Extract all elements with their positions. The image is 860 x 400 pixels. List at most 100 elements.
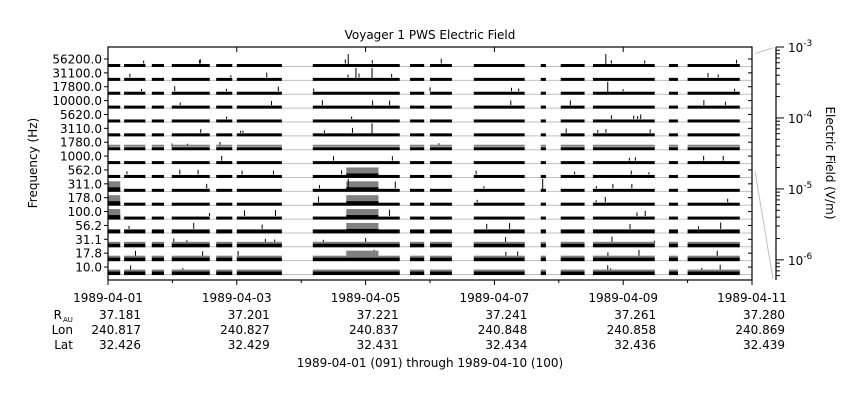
- enhanced-band: [668, 269, 678, 272]
- ephemeris-label-lat: Lat: [54, 338, 73, 352]
- channel-178.0-bar: [236, 202, 282, 206]
- channel-10.0-bar: [124, 271, 146, 276]
- channel-562.0-bar: [171, 174, 210, 178]
- channel-5620.0-bar: [473, 119, 525, 123]
- channel-3110.0-bar: [151, 133, 165, 137]
- channel-56200.0-bar: [151, 64, 165, 67]
- channel-17800.0-bar: [108, 91, 121, 95]
- channel-56.2-bar: [151, 229, 165, 234]
- channel-1780.0-bar: [473, 147, 525, 151]
- channel-3110.0-bar: [430, 133, 452, 137]
- channel-1000.0-bar: [236, 161, 282, 165]
- channel-10000.0-bar: [687, 105, 740, 109]
- channel-17.8-bar: [124, 257, 146, 262]
- channel-17.8-bar: [668, 257, 678, 262]
- channel-1780.0-bar: [410, 147, 425, 151]
- channel-17800.0-bar: [668, 91, 678, 95]
- channel-17800.0-bar: [312, 91, 400, 95]
- channel-10000.0-bar: [312, 105, 400, 109]
- channel-17.8-bar: [687, 257, 740, 262]
- channel-56200.0-bar: [410, 64, 425, 67]
- frequency-tick-label: 56200.0: [52, 53, 102, 67]
- channel-56.2-bar: [108, 229, 121, 234]
- ephemeris-value: 240.817: [91, 323, 141, 337]
- channel-10.0-bar: [151, 271, 165, 276]
- frequency-tick-label: 100.0: [68, 205, 102, 219]
- colorbar-tick-exponent: -3: [803, 39, 812, 49]
- enhanced-band: [108, 209, 121, 217]
- channel-10.0-bar: [312, 271, 400, 276]
- channel-56.2-bar: [668, 229, 678, 234]
- date-tick-label: 1989-04-09: [588, 291, 658, 305]
- channel-5620.0-bar: [668, 119, 678, 123]
- channel-5620.0-bar: [312, 119, 400, 123]
- enhanced-band: [473, 144, 525, 147]
- enhanced-band: [346, 195, 379, 203]
- channel-178.0-bar: [687, 202, 740, 206]
- channel-17.8-bar: [430, 257, 452, 262]
- ephemeris-value: 37.280: [743, 308, 785, 322]
- ephemeris-label-r: R: [54, 308, 62, 322]
- channel-3110.0-bar: [108, 133, 121, 137]
- channel-10.0-bar: [592, 271, 655, 276]
- channel-17.8-bar: [473, 257, 525, 262]
- channel-56.2-bar: [430, 229, 452, 234]
- channel-17800.0-bar: [560, 91, 585, 95]
- channel-1780.0-bar: [312, 147, 400, 151]
- channel-1780.0-bar: [687, 147, 740, 151]
- colorbar-tick-label: 10-6: [788, 252, 813, 268]
- ephemeris-value: 32.436: [614, 338, 656, 352]
- channel-5620.0-bar: [236, 119, 282, 123]
- channel-100.0-bar: [124, 216, 146, 220]
- channel-10000.0-bar: [236, 105, 282, 109]
- channel-31.1-bar: [430, 243, 452, 248]
- channel-1000.0-bar: [124, 161, 146, 165]
- channel-10.0-bar: [171, 271, 210, 276]
- enhanced-band: [236, 255, 282, 258]
- channel-562.0-bar: [473, 174, 525, 178]
- enhanced-band: [346, 250, 379, 258]
- enhanced-band: [592, 269, 655, 272]
- channel-31100.0-bar: [108, 77, 121, 81]
- enhanced-core: [346, 173, 379, 178]
- channel-56.2-bar: [687, 229, 740, 234]
- ephemeris-value: 37.261: [614, 308, 656, 322]
- channel-10000.0-bar: [216, 105, 233, 109]
- channel-17.8-bar: [151, 257, 165, 262]
- enhanced-band: [108, 269, 121, 272]
- frequency-tick-label: 562.0: [68, 163, 102, 177]
- channel-3110.0-bar: [312, 133, 400, 137]
- enhanced-band: [540, 241, 546, 244]
- channel-17800.0-bar: [151, 91, 165, 95]
- enhanced-band: [108, 144, 121, 147]
- channel-1780.0-bar: [236, 147, 282, 151]
- enhanced-band: [236, 269, 282, 272]
- channel-17.8-bar: [108, 257, 121, 262]
- channel-100.0-bar: [668, 216, 678, 220]
- channel-3110.0-bar: [540, 133, 546, 137]
- enhanced-band: [171, 241, 210, 244]
- channel-311.0-bar: [540, 188, 546, 192]
- frequency-tick-label: 1780.0: [60, 136, 102, 150]
- enhanced-band: [124, 144, 146, 147]
- channel-562.0-bar: [108, 174, 121, 178]
- channel-56200.0-bar: [430, 64, 452, 67]
- enhanced-band: [687, 255, 740, 258]
- channel-311.0-bar: [592, 188, 655, 192]
- channel-56200.0-bar: [216, 64, 233, 67]
- channel-17800.0-bar: [124, 91, 146, 95]
- enhanced-band: [410, 144, 425, 147]
- channel-10000.0-bar: [171, 105, 210, 109]
- date-tick-label: 1989-04-11: [717, 291, 787, 305]
- enhanced-band: [473, 269, 525, 272]
- enhanced-band: [171, 255, 210, 258]
- enhanced-band: [410, 241, 425, 244]
- channel-17.8-bar: [236, 257, 282, 262]
- enhanced-band: [560, 255, 585, 258]
- channel-1000.0-bar: [430, 161, 452, 165]
- channel-56200.0-bar: [124, 64, 146, 67]
- channel-56200.0-bar: [171, 64, 210, 67]
- enhanced-band: [151, 241, 165, 244]
- channel-17.8-bar: [171, 257, 210, 262]
- channel-31100.0-bar: [171, 77, 210, 81]
